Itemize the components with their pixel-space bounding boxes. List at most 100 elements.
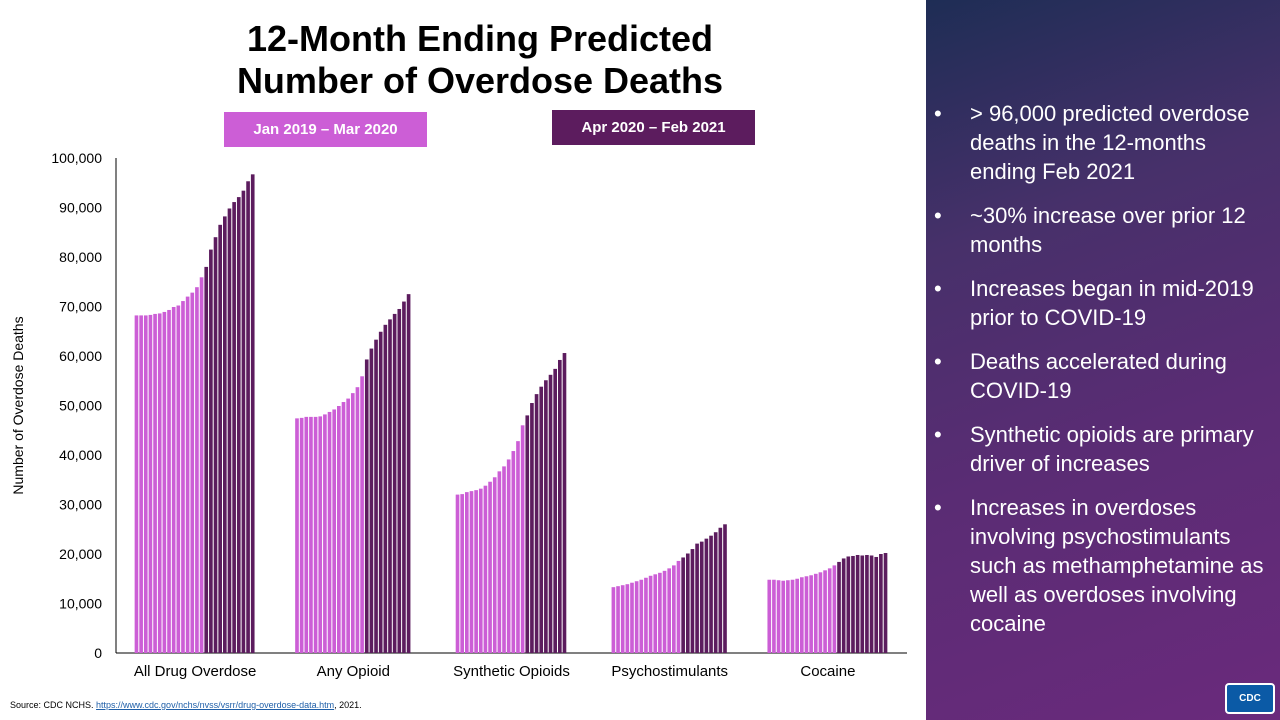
bar-period-1 [318, 416, 323, 653]
bar-period-1 [360, 376, 364, 653]
source-prefix: Source: CDC NCHS. [10, 700, 97, 710]
bar-period-1 [620, 585, 625, 653]
title-line-2: Number of Overdose Deaths [236, 60, 724, 101]
bar-period-1 [313, 416, 318, 653]
bar-period-1 [455, 494, 460, 653]
bar-period-2 [223, 216, 227, 653]
bar-period-2 [713, 532, 718, 653]
bar-period-2 [865, 554, 869, 653]
y-axis-label: Number of Overdose Deaths [10, 316, 26, 494]
bar-period-1 [162, 311, 167, 653]
bar-period-2 [209, 249, 213, 653]
bar-period-1 [813, 573, 818, 653]
bar-period-2 [397, 308, 402, 653]
chart-title: 12-Month Ending Predicted Number of Over… [150, 18, 810, 102]
bar-period-2 [869, 555, 874, 653]
logo-text: CDC [1239, 693, 1261, 704]
y-tick-label: 60,000 [59, 348, 102, 364]
bar-chart: 0 10,000 20,000 30,000 40,000 50,000 60,000 70,… [10, 150, 907, 680]
bar-period-1 [488, 481, 492, 653]
bar-period-1 [199, 277, 204, 653]
bullet-glyph: • [934, 495, 942, 520]
bar-period-1 [772, 579, 776, 653]
x-category-label: Any Opioid [317, 663, 390, 680]
bar-period-1 [511, 451, 516, 653]
bar-period-1 [795, 578, 799, 653]
x-category-label: Psychostimulants [611, 663, 728, 680]
bullet-glyph: • [934, 203, 942, 228]
key-point-5: • Synthetic opioids are primary driver of… [926, 420, 1280, 478]
key-point-text: > 96,000 predicted overdose deaths in th… [970, 101, 1250, 184]
bar-period-1 [497, 471, 502, 653]
key-point-4: • Deaths accelerated during COVID-19 [926, 347, 1280, 405]
bar-period-1 [502, 466, 506, 653]
bullet-glyph: • [934, 349, 942, 374]
bar-period-2 [855, 554, 860, 653]
cdc-logo: CDC [1225, 683, 1275, 714]
key-point-3: • Increases began in mid-2019 prior to CO… [926, 274, 1280, 332]
bar-period-1 [800, 577, 804, 653]
bar-period-2 [213, 237, 218, 653]
bar-period-1 [195, 287, 199, 653]
bar-period-2 [685, 553, 690, 653]
bar-period-1 [181, 301, 185, 653]
bar-period-1 [827, 568, 832, 653]
legend-period-1: Jan 2019 – Mar 2020 [224, 112, 427, 147]
bar-period-2 [402, 301, 406, 653]
y-tick-label: 20,000 [59, 546, 102, 562]
bar-period-1 [167, 309, 171, 653]
bar-period-1 [520, 425, 525, 653]
key-point-text: Deaths accelerated during COVID-19 [970, 349, 1227, 403]
bar-period-1 [639, 579, 644, 653]
bar-period-2 [544, 380, 548, 653]
bar-period-1 [465, 492, 469, 654]
bar-period-1 [483, 485, 488, 653]
key-point-text: Increases began in mid-2019 prior to COV… [970, 276, 1254, 330]
bullet-glyph: • [934, 101, 942, 126]
bar-period-1 [304, 416, 309, 653]
bar-period-2 [406, 294, 411, 654]
bar-period-1 [767, 579, 772, 653]
bar-period-1 [469, 491, 474, 653]
bar-period-1 [337, 406, 341, 653]
bar-period-2 [723, 524, 727, 653]
bar-period-2 [704, 538, 709, 653]
bullet-glyph: • [934, 276, 942, 301]
y-tick-label: 50,000 [59, 398, 102, 414]
bar-period-1 [332, 409, 337, 653]
bar-period-1 [153, 313, 157, 653]
source-note: Source: CDC NCHS. https://www.cdc.gov/nc… [10, 700, 362, 710]
bar-period-1 [653, 574, 658, 653]
y-tick-label: 10,000 [59, 596, 102, 612]
bar-period-1 [790, 579, 795, 653]
bar-period-2 [695, 543, 699, 653]
bar-period-2 [204, 266, 209, 653]
bar-period-1 [176, 305, 181, 653]
key-points-list: • > 96,000 predicted overdose deaths in t… [926, 99, 1280, 653]
bar-period-1 [616, 586, 620, 653]
bar-period-1 [327, 411, 332, 653]
bar-period-2 [837, 561, 841, 653]
bar-period-2 [851, 555, 855, 653]
y-tick-label: 40,000 [59, 447, 102, 463]
bar-period-1 [818, 572, 823, 653]
bar-period-2 [388, 319, 392, 653]
source-link[interactable]: https://www.cdc.gov/nchs/nvss/vsrr/drug-… [96, 700, 335, 710]
bar-period-1 [662, 570, 667, 653]
bar-period-2 [874, 556, 879, 653]
bar-period-1 [492, 477, 497, 653]
bar-period-2 [374, 339, 378, 653]
key-point-text: ~30% increase over prior 12 months [970, 203, 1246, 257]
legend-period-2: Apr 2020 – Feb 2021 [552, 110, 755, 145]
bar-period-1 [667, 568, 672, 653]
key-point-text: Synthetic opioids are primary driver of … [970, 422, 1254, 476]
bar-period-2 [879, 554, 883, 653]
bar-period-2 [539, 386, 544, 653]
bar-period-1 [190, 292, 195, 653]
bar-period-2 [369, 348, 374, 653]
bar-period-1 [185, 296, 190, 653]
y-tick-label: 90,000 [59, 200, 102, 216]
bar-period-2 [841, 558, 846, 653]
bar-period-1 [658, 572, 662, 653]
key-point-2: • ~30% increase over prior 12 months [926, 201, 1280, 259]
